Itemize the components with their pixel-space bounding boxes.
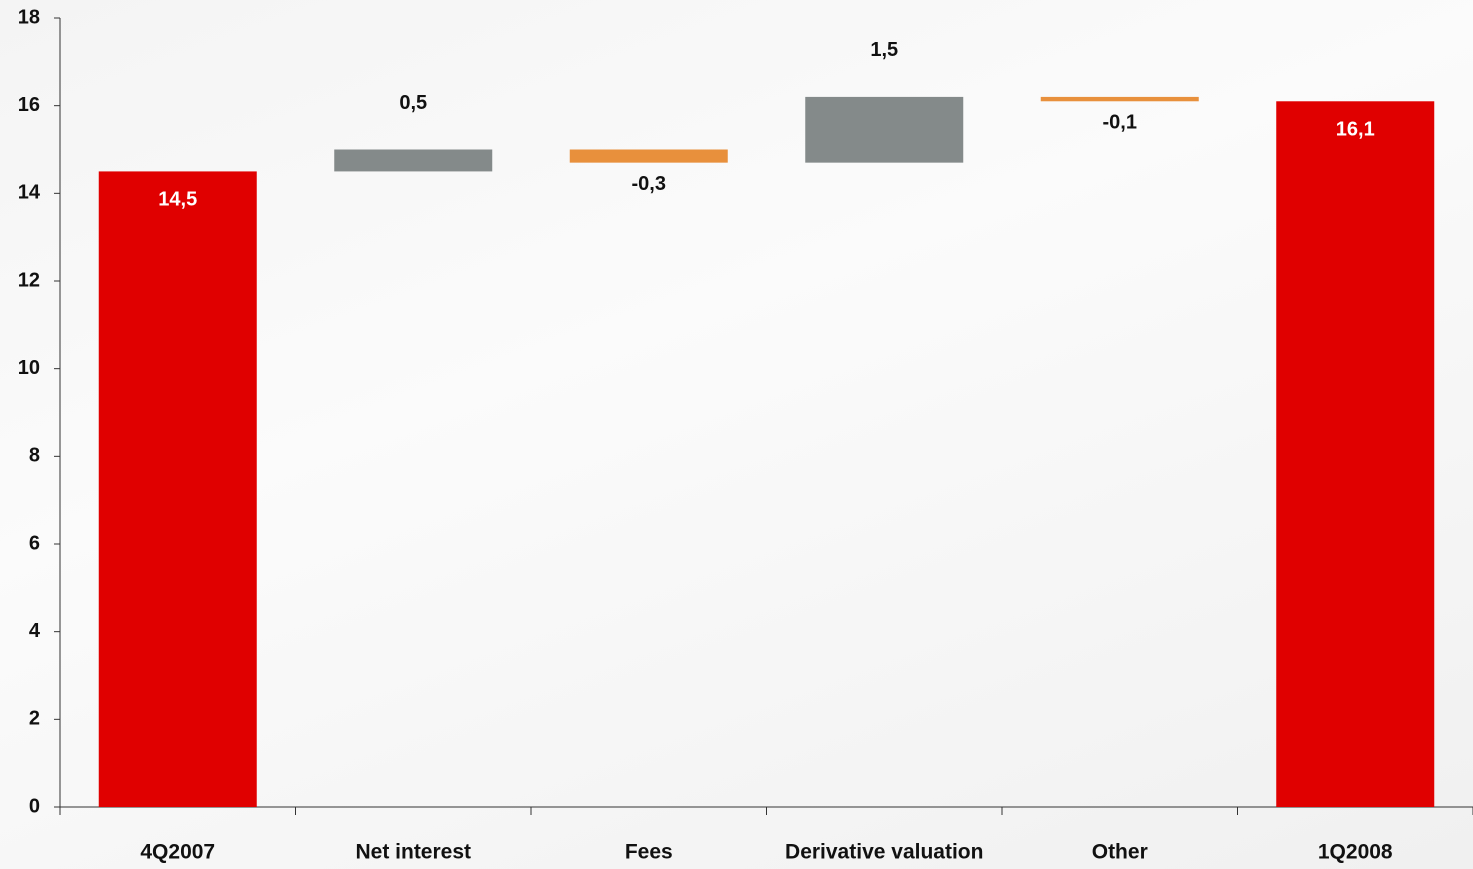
x-tick-label: Derivative valuation: [785, 841, 983, 864]
x-tick-label: Net interest: [355, 841, 471, 864]
y-tick-label: 14: [18, 182, 41, 204]
value-label: 0,5: [399, 92, 427, 114]
value-label: 16,1: [1336, 119, 1375, 141]
y-tick-label: 0: [29, 795, 40, 817]
value-label: 1,5: [870, 39, 898, 61]
y-tick-label: 4: [29, 620, 41, 642]
value-label: -0,1: [1103, 112, 1137, 134]
y-tick-label: 12: [18, 269, 40, 291]
bar: [805, 96, 964, 163]
y-tick-label: 16: [18, 94, 40, 116]
y-tick-label: 6: [29, 532, 40, 554]
y-tick-label: 8: [29, 445, 40, 467]
bar: [98, 171, 257, 807]
x-tick-label: Other: [1092, 841, 1148, 864]
x-tick-label: 1Q2008: [1318, 841, 1393, 864]
y-tick-label: 10: [18, 357, 40, 379]
x-tick-label: 4Q2007: [140, 841, 215, 864]
y-tick-label: 18: [18, 6, 40, 28]
x-tick-label: Fees: [625, 841, 673, 864]
y-tick-label: 2: [29, 708, 40, 730]
bar: [1276, 101, 1435, 808]
bar: [569, 149, 728, 163]
value-label: 14,5: [158, 189, 197, 211]
bar: [1040, 96, 1199, 102]
bar: [334, 149, 493, 172]
value-label: -0,3: [632, 173, 666, 195]
